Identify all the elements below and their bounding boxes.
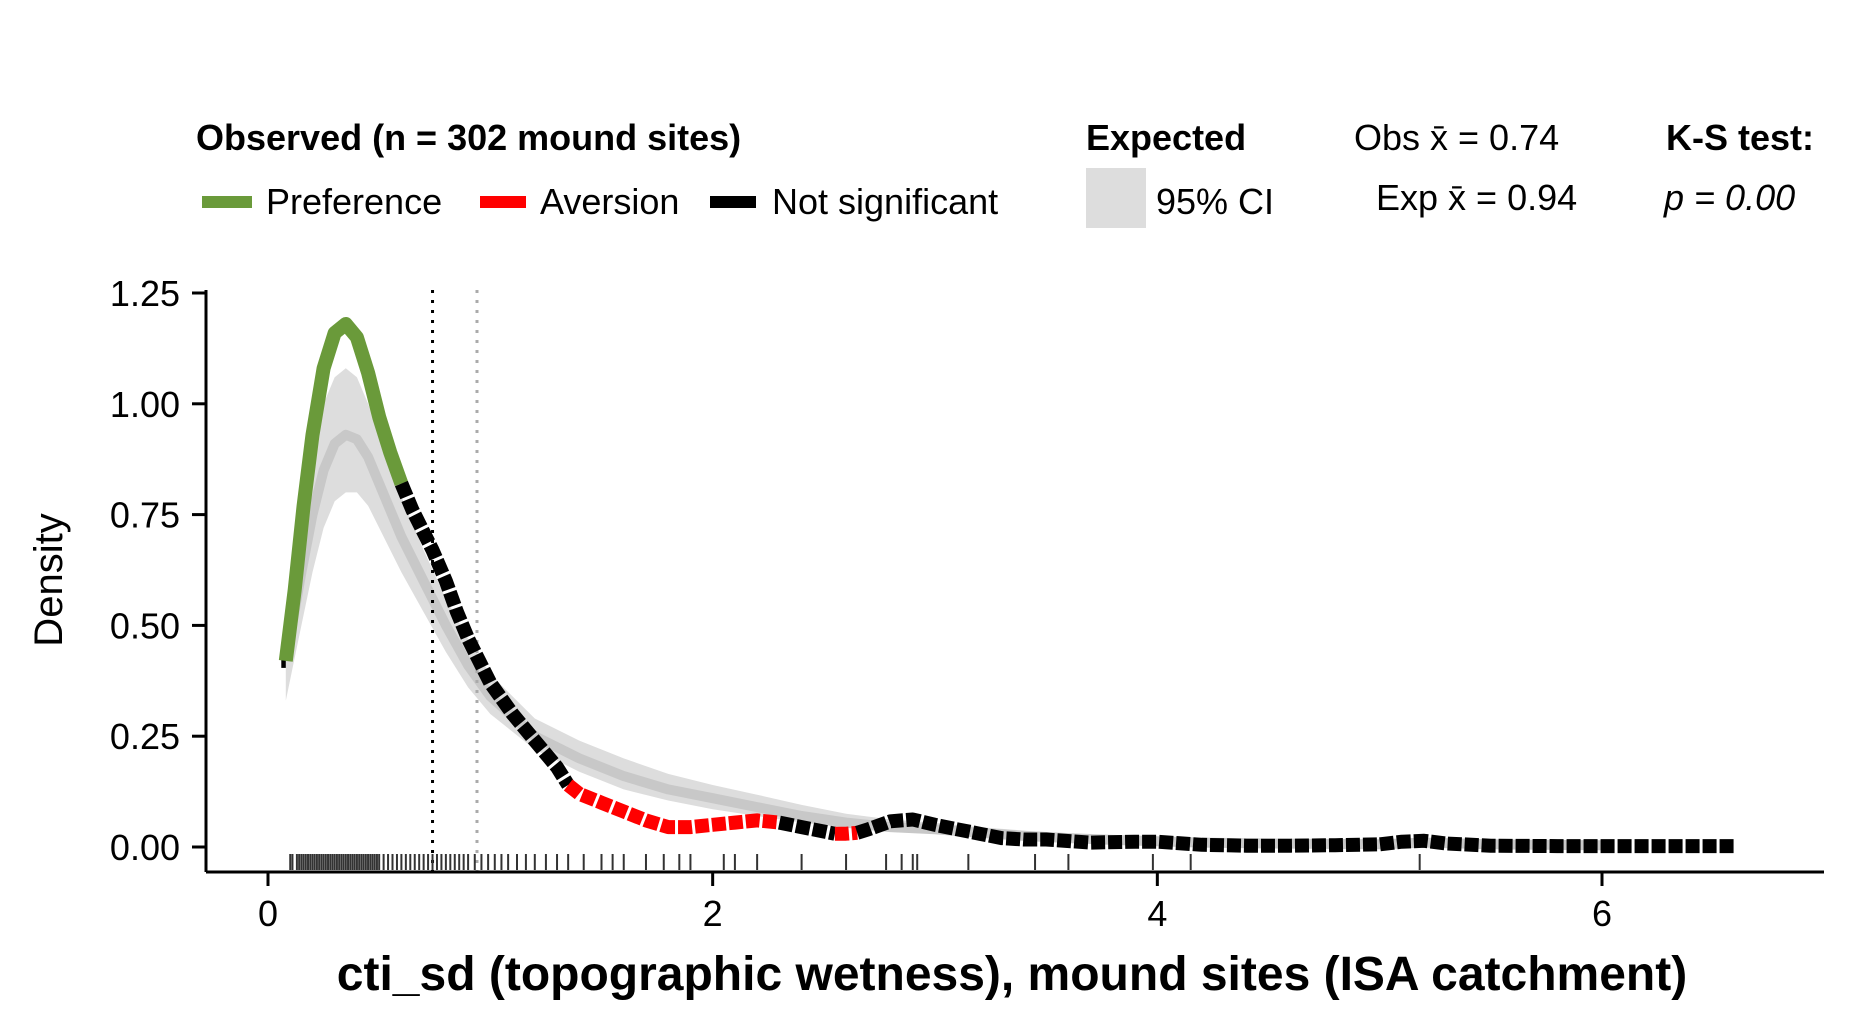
x-ticks: 0 2 4 6 bbox=[258, 872, 1612, 934]
observed-segment-aversion-5 bbox=[834, 825, 858, 841]
y-tick-label: 0.25 bbox=[110, 716, 180, 757]
expected-mean-line bbox=[280, 429, 1603, 851]
observed-segment-aversion-3 bbox=[563, 779, 781, 835]
y-tick-label: 1.25 bbox=[110, 273, 180, 314]
observed-density-layer bbox=[278, 317, 1736, 854]
legend-ci-swatch bbox=[1086, 168, 1146, 228]
legend-not-significant-label: Not significant bbox=[772, 181, 998, 222]
x-tick-label: 4 bbox=[1147, 893, 1167, 934]
legend-ks-p: p = 0.00 bbox=[1663, 177, 1795, 218]
x-tick-label: 6 bbox=[1592, 893, 1612, 934]
y-tick-label: 0.75 bbox=[110, 495, 180, 536]
observed-segment-not-significant-6 bbox=[855, 812, 1736, 854]
legend-ci-label: 95% CI bbox=[1156, 181, 1274, 222]
y-axis-title: Density bbox=[27, 513, 71, 646]
legend-expected-title: Expected bbox=[1086, 117, 1246, 158]
y-tick-label: 1.00 bbox=[110, 384, 180, 425]
expected-ci-band bbox=[285, 368, 1602, 847]
legend: Observed (n = 302 mound sites) Preferenc… bbox=[196, 117, 1814, 228]
y-ticks: 0.00 0.25 0.50 0.75 1.00 1.25 bbox=[110, 273, 206, 868]
expected-ci-layer bbox=[280, 368, 1603, 851]
legend-aversion-label: Aversion bbox=[540, 181, 679, 222]
axes: 0 2 4 6 0.00 0.25 0.50 0.75 1.00 1.25 bbox=[110, 273, 1824, 934]
y-tick-label: 0.50 bbox=[110, 605, 180, 646]
legend-observed-title: Observed (n = 302 mound sites) bbox=[196, 117, 741, 158]
observed-segment-preference-1 bbox=[278, 317, 408, 662]
observed-segment-not-significant-2 bbox=[394, 480, 575, 789]
plot-area bbox=[278, 290, 1736, 872]
legend-obs-mean: Obs x̄ = 0.74 bbox=[1354, 117, 1559, 158]
legend-ks-title: K-S test: bbox=[1666, 117, 1814, 158]
y-tick-label: 0.00 bbox=[110, 827, 180, 868]
legend-preference-label: Preference bbox=[266, 181, 442, 222]
x-tick-label: 0 bbox=[258, 893, 278, 934]
mean-lines-layer bbox=[431, 290, 479, 872]
observed-segment-not-significant-4 bbox=[778, 815, 837, 841]
x-axis-title: cti_sd (topographic wetness), mound site… bbox=[337, 948, 1687, 1001]
legend-exp-mean: Exp x̄ = 0.94 bbox=[1376, 177, 1577, 218]
rug-layer bbox=[289, 854, 1421, 870]
x-tick-label: 2 bbox=[703, 893, 723, 934]
